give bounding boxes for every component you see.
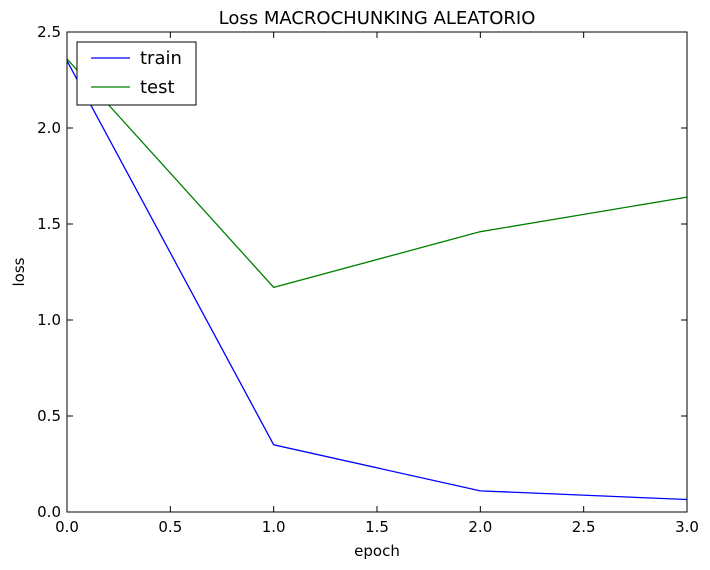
legend-label-train: train xyxy=(140,48,182,69)
y-tick-label: 2.0 xyxy=(37,119,61,137)
y-tick-label: 1.0 xyxy=(37,311,61,329)
x-tick-label: 1.0 xyxy=(262,518,286,536)
x-tick-label: 2.0 xyxy=(468,518,492,536)
legend: train test xyxy=(76,41,197,106)
legend-box xyxy=(76,41,197,106)
x-tick-label: 0.5 xyxy=(158,518,182,536)
x-axis-label: epoch xyxy=(354,542,400,560)
y-axis-label: loss xyxy=(10,257,28,286)
chart-title: Loss MACROCHUNKING ALEATORIO xyxy=(219,8,536,29)
series-line-test xyxy=(66,58,688,289)
tick-layer: 0.0 0.5 1.0 1.5 2.0 2.5 3.0 0.0 0.5 1.0 1.5 2.0 2.5 xyxy=(37,23,699,536)
legend-label-test: test xyxy=(140,77,175,98)
x-tick-label: 1.5 xyxy=(365,518,389,536)
x-tick-label: 0.0 xyxy=(55,518,79,536)
x-tick-label: 2.5 xyxy=(572,518,596,536)
y-tick-label: 0.5 xyxy=(37,407,61,425)
y-tick-label: 2.5 xyxy=(37,23,61,41)
series-layer xyxy=(66,58,688,501)
y-tick-label: 1.5 xyxy=(37,215,61,233)
x-tick-label: 3.0 xyxy=(675,518,699,536)
y-tick-label: 0.0 xyxy=(37,503,61,521)
series-line-train xyxy=(66,60,688,501)
